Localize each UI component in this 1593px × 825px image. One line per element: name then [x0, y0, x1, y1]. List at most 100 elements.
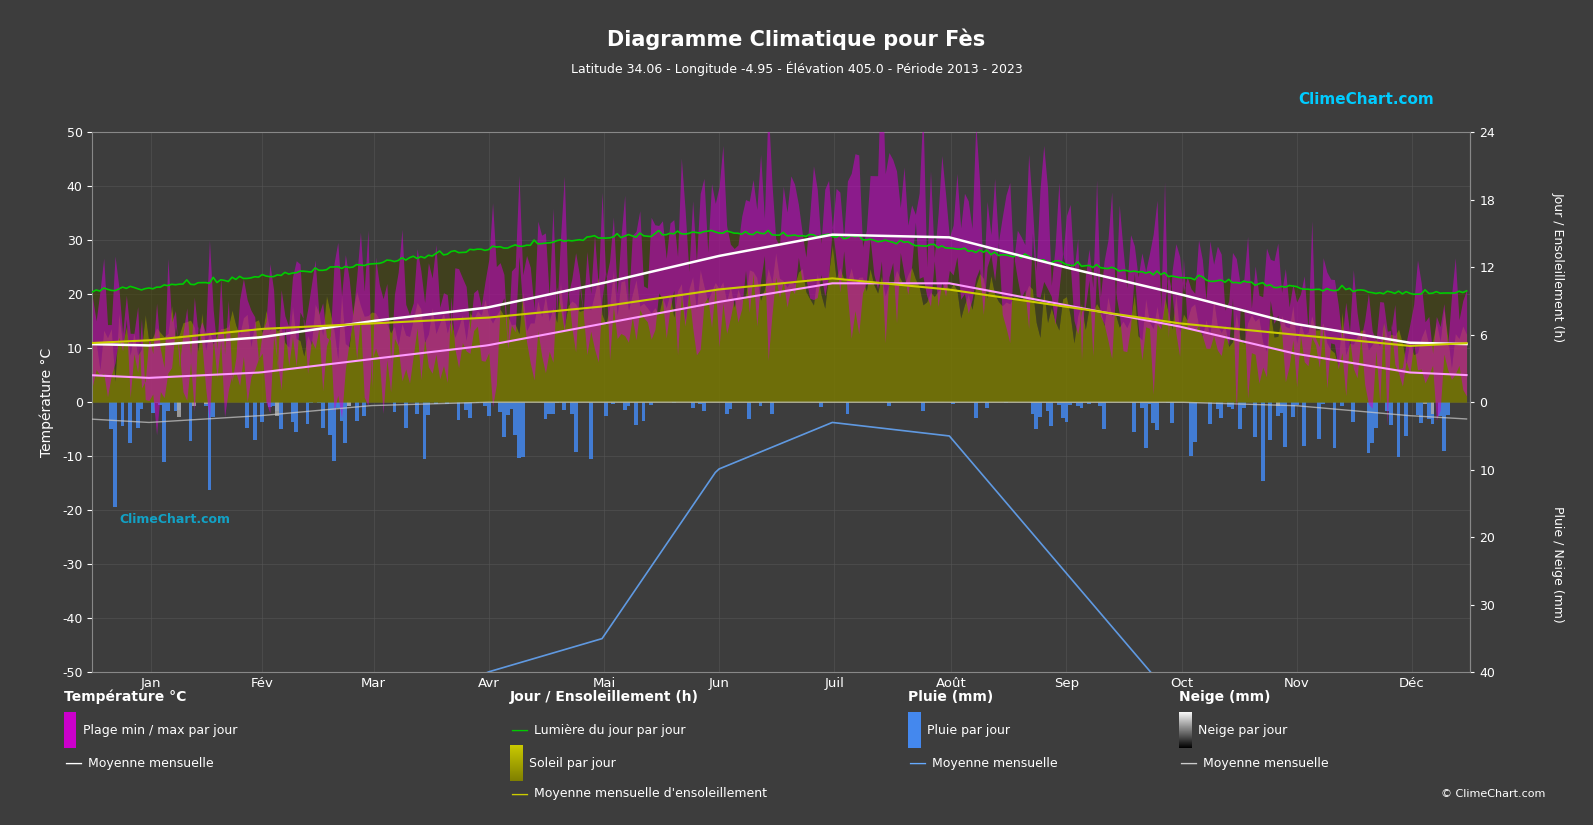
- Bar: [1431, 402, 1434, 424]
- Bar: [626, 402, 631, 406]
- Bar: [1152, 402, 1155, 423]
- Bar: [483, 402, 487, 406]
- Bar: [1171, 402, 1174, 422]
- Bar: [1141, 402, 1144, 408]
- Bar: [1303, 402, 1306, 446]
- Bar: [260, 402, 264, 422]
- Bar: [1193, 402, 1196, 442]
- Text: Température °C: Température °C: [64, 690, 186, 705]
- Bar: [204, 402, 207, 404]
- Bar: [464, 402, 468, 409]
- Bar: [518, 402, 521, 458]
- Bar: [1375, 402, 1378, 427]
- Bar: [769, 402, 774, 414]
- Bar: [1431, 402, 1434, 413]
- Bar: [1207, 402, 1212, 424]
- Bar: [433, 402, 438, 403]
- Bar: [1317, 402, 1321, 440]
- Bar: [446, 402, 449, 403]
- Text: ClimeChart.com: ClimeChart.com: [119, 513, 231, 526]
- Bar: [174, 402, 177, 411]
- Bar: [1279, 402, 1284, 413]
- Bar: [140, 402, 143, 409]
- Bar: [320, 402, 325, 428]
- Bar: [193, 402, 196, 406]
- Bar: [1188, 402, 1193, 456]
- Text: Plage min / max par jour: Plage min / max par jour: [83, 724, 237, 737]
- Bar: [1290, 402, 1295, 417]
- Bar: [1367, 402, 1370, 454]
- Bar: [121, 402, 124, 427]
- Bar: [253, 402, 256, 441]
- Bar: [562, 402, 566, 410]
- Bar: [846, 402, 849, 414]
- Bar: [268, 402, 272, 408]
- Bar: [1045, 402, 1050, 411]
- Bar: [306, 402, 309, 424]
- Text: Latitude 34.06 - Longitude -4.95 - Élévation 405.0 - Période 2013 - 2023: Latitude 34.06 - Longitude -4.95 - Éléva…: [570, 62, 1023, 77]
- Text: Pluie (mm): Pluie (mm): [908, 691, 994, 704]
- Text: —: —: [1179, 754, 1196, 772]
- Bar: [457, 402, 460, 420]
- Bar: [1102, 402, 1106, 429]
- Bar: [502, 402, 507, 437]
- Bar: [135, 402, 140, 428]
- Bar: [1133, 402, 1136, 432]
- Bar: [468, 402, 472, 417]
- Text: Moyenne mensuelle: Moyenne mensuelle: [932, 757, 1058, 770]
- Bar: [1268, 402, 1273, 441]
- Bar: [317, 402, 320, 403]
- Text: Pluie par jour: Pluie par jour: [927, 724, 1010, 737]
- Bar: [642, 402, 645, 421]
- Bar: [212, 402, 215, 417]
- Bar: [1147, 402, 1152, 404]
- Bar: [1321, 402, 1325, 404]
- Bar: [1405, 402, 1408, 436]
- Bar: [698, 402, 703, 403]
- Bar: [1231, 402, 1235, 409]
- Bar: [548, 402, 551, 413]
- Text: Neige par jour: Neige par jour: [1198, 724, 1287, 737]
- Bar: [422, 402, 427, 459]
- Text: Soleil par jour: Soleil par jour: [529, 757, 615, 770]
- Bar: [570, 402, 573, 413]
- Bar: [1333, 402, 1337, 448]
- Bar: [589, 402, 593, 460]
- Bar: [405, 402, 408, 427]
- Bar: [1260, 402, 1265, 481]
- Bar: [1058, 402, 1061, 404]
- Bar: [510, 402, 513, 409]
- Bar: [1155, 402, 1158, 431]
- Bar: [427, 402, 430, 416]
- Bar: [151, 402, 155, 413]
- Bar: [347, 402, 350, 406]
- Text: Moyenne mensuelle: Moyenne mensuelle: [88, 757, 213, 770]
- Bar: [543, 402, 548, 419]
- Text: —: —: [64, 754, 81, 772]
- Text: Moyenne mensuelle d'ensoleillement: Moyenne mensuelle d'ensoleillement: [534, 787, 766, 800]
- Text: Jour / Ensoleillement (h): Jour / Ensoleillement (h): [510, 691, 699, 704]
- Bar: [1050, 402, 1053, 427]
- Text: Jour / Ensoleillement (h): Jour / Ensoleillement (h): [1552, 192, 1564, 342]
- Bar: [1389, 402, 1392, 425]
- Bar: [276, 402, 279, 411]
- Bar: [887, 402, 890, 406]
- Bar: [672, 402, 675, 403]
- Text: —: —: [908, 754, 926, 772]
- Bar: [339, 402, 344, 421]
- Bar: [1243, 402, 1246, 408]
- Bar: [1086, 402, 1091, 403]
- Text: Lumière du jour par jour: Lumière du jour par jour: [534, 724, 685, 737]
- Bar: [1215, 402, 1219, 409]
- Bar: [177, 402, 182, 409]
- Bar: [392, 402, 397, 412]
- Text: —: —: [510, 721, 527, 739]
- Bar: [245, 402, 249, 428]
- Bar: [1423, 402, 1427, 404]
- Bar: [204, 402, 207, 407]
- Bar: [1099, 402, 1102, 406]
- Bar: [1438, 402, 1442, 416]
- Y-axis label: Température °C: Température °C: [40, 347, 54, 457]
- Text: Pluie / Neige (mm): Pluie / Neige (mm): [1552, 506, 1564, 623]
- Bar: [951, 402, 956, 404]
